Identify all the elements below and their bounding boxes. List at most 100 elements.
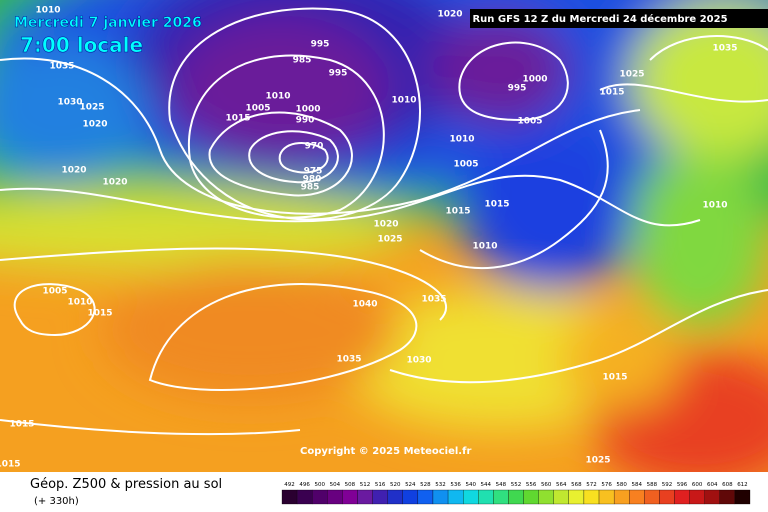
scale-swatch [719,489,736,505]
scale-label: 548 [496,482,507,488]
scale-label: 564 [556,482,567,488]
scale-swatch [402,489,419,505]
isobar-label: 1005 [453,160,478,170]
isobar-label: 1005 [517,117,542,127]
scale-label: 540 [465,482,476,488]
isobar-label: 1005 [245,104,270,114]
isobar-label: 1040 [352,300,377,310]
isobar-label: 1015 [87,309,112,319]
scale-label: 544 [481,482,492,488]
map-title: Géop. Z500 & pression au sol [30,477,222,492]
scale-label: 532 [435,482,446,488]
scale-swatch [508,489,524,505]
isobar-label: 1035 [336,355,361,365]
isobar-label: 1015 [599,88,624,98]
isobar-label: 1020 [102,178,127,188]
isobar-label: 995 [311,40,330,50]
scale-label: 584 [632,482,643,488]
scale-swatch [583,489,600,505]
scale-label: 600 [692,482,703,488]
scale-swatch [387,489,403,505]
forecast-date: Mercredi 7 janvier 2026 [14,15,202,31]
isobar-label: 1005 [42,287,67,297]
isobars [0,7,768,436]
isobar-label: 1010 [391,96,416,106]
lead-time: (+ 330h) [34,496,79,507]
scale-label: 572 [586,482,597,488]
scale-swatch [327,489,343,505]
scale-label: 560 [541,482,552,488]
isobar-label: 1020 [82,120,107,130]
isobar-label: 1030 [406,356,431,366]
scale-label: 604 [707,482,718,488]
isobar-label: 1010 [67,298,92,308]
scale-swatch [296,489,313,505]
scale-label: 508 [345,482,356,488]
scale-label: 576 [601,482,612,488]
scale-swatch [704,489,720,505]
isobar-label: 1015 [602,373,627,383]
scale-swatch [598,489,615,505]
isobar-label: 1035 [49,62,74,72]
isobar-label: 1035 [712,44,737,54]
scale-label: 500 [314,482,325,488]
isobar-label: 1025 [79,103,104,113]
color-scale: 492 496 500 504 508 512 516 520 524 528 532 536 540 5… [281,482,751,505]
scale-label: 596 [677,482,688,488]
isobar-label: 1035 [421,295,446,305]
scale-label: 516 [375,482,386,488]
scale-label: 552 [511,482,522,488]
scale-swatch [447,489,464,505]
scale-label: 524 [405,482,416,488]
isobar-label: 1025 [585,456,610,466]
isobar-label: 1015 [445,207,470,217]
isobar-label: 1000 [522,75,547,85]
isobar-label: 1020 [373,220,398,230]
scale-swatch [689,489,705,505]
scale-swatch [478,489,494,505]
isobar-label: 990 [296,116,315,126]
isobar-label: 1010 [472,242,497,252]
scale-swatch [523,489,539,505]
copyright: Copyright © 2025 Meteociel.fr [300,446,471,457]
scale-swatch [613,489,630,505]
scale-swatch [372,489,388,505]
scale-label: 512 [360,482,371,488]
scale-swatch [674,489,690,505]
scale-swatch [734,489,751,505]
scale-swatch [553,489,569,505]
run-info: Run GFS 12 Z du Mercredi 24 décembre 202… [472,13,727,25]
isobar-label: 980 [303,175,322,185]
scale-label: 520 [390,482,401,488]
isobar-labels: 1010 102010351030102510209959859951010100… [0,6,738,470]
geopotential-field [0,0,768,490]
isobar-label: 985 [301,183,320,193]
forecast-time: 7:00 locale [20,33,143,57]
scale-swatch [281,489,298,505]
scale-swatch [629,489,645,505]
scale-label: 592 [662,482,673,488]
scale-label: 504 [330,482,341,488]
isobar-label: 970 [305,142,324,152]
isobar-label: 1030 [57,98,82,108]
isobar-label: 1015 [9,420,34,430]
isobar-label: 1020 [437,10,462,20]
scale-label: 612 [737,482,748,488]
isobar-label: 1015 [484,200,509,210]
isobar-label: 1010 [35,6,60,16]
scale-label: 556 [526,482,537,488]
isobar-label: 995 [329,69,348,79]
scale-swatch [417,489,434,505]
scale-swatch [357,489,373,505]
scale-label: 588 [647,482,658,488]
isobar-label: 1010 [265,92,290,102]
scale-swatch [659,489,675,505]
isobar-label: 1015 [225,114,250,124]
scale-swatch [644,489,660,505]
isobar-label: 975 [304,167,323,177]
scale-label: 496 [299,482,310,488]
isobar-label: 1000 [295,105,320,115]
run-banner [470,9,768,28]
scale-swatch [432,489,449,505]
